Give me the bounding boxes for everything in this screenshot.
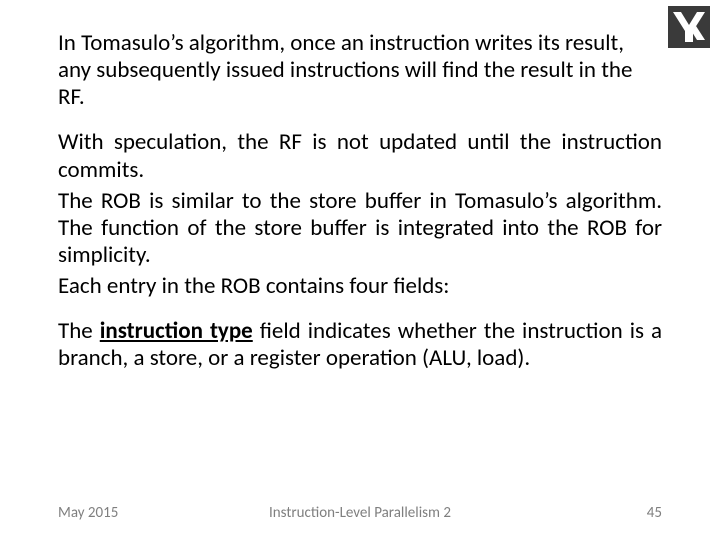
paragraph-4: Each entry in the ROB contains four fiel…: [58, 273, 662, 300]
footer-title: Instruction-Level Parallelism 2: [0, 504, 720, 522]
paragraph-2: With speculation, the RF is not updated …: [58, 129, 662, 183]
footer-page-number: 45: [647, 504, 662, 522]
paragraph-3: The ROB is similar to the store buffer i…: [58, 188, 662, 269]
p5-emphasis: instruction type: [100, 317, 253, 345]
paragraph-1: In Tomasulo’s algorithm, once an instruc…: [58, 30, 662, 111]
p5-pre: The: [58, 317, 100, 345]
slide-footer: May 2015 Instruction-Level Parallelism 2…: [0, 504, 720, 526]
slide: In Tomasulo’s algorithm, once an instruc…: [0, 0, 720, 540]
paragraph-5: The instruction type field indicates whe…: [58, 318, 662, 372]
institution-logo: [668, 6, 710, 53]
